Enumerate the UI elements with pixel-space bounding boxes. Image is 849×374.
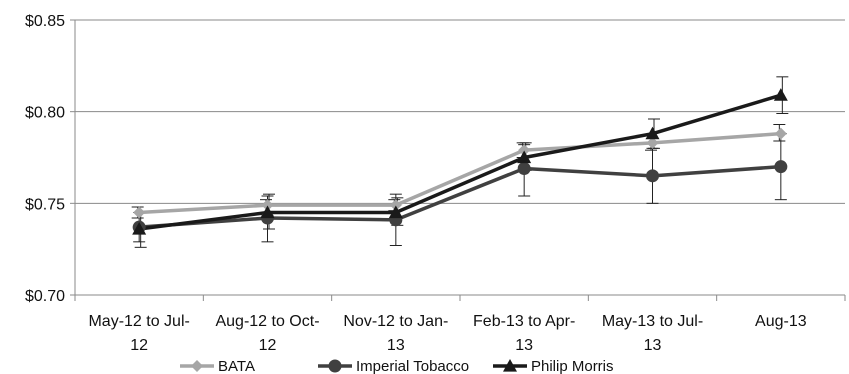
- x-tick-label-line: Feb-13 to Apr-: [473, 313, 575, 330]
- legend: BATA Imperial Tobacco Philip Morris: [180, 358, 614, 374]
- legend-swatch-marker-imperial-tobacco: [328, 359, 342, 373]
- legend-label-imperial-tobacco: Imperial Tobacco: [356, 358, 469, 374]
- x-tick-label-line: May-13 to Jul-: [602, 313, 703, 330]
- x-tick-label: Aug-13: [755, 313, 807, 330]
- data-point-imperial-tobacco: [774, 160, 788, 174]
- legend-label-philip-morris: Philip Morris: [531, 358, 614, 374]
- series-line-philip-morris: [138, 93, 782, 231]
- y-tick-label: $0.80: [25, 105, 65, 122]
- x-tick-label: Aug-12 to Oct- 12: [215, 313, 319, 354]
- data-point-bata: [774, 127, 787, 140]
- y-tick-label: $0.70: [25, 288, 65, 305]
- x-tick-label: Nov-12 to Jan- 13: [343, 313, 448, 354]
- y-tick-label: $0.85: [25, 13, 65, 30]
- x-tick-label: May-12 to Jul- 12: [88, 313, 189, 354]
- x-axis-ticks: May-12 to Jul- 12 Aug-12 to Oct- 12 Nov-12 t…: [74, 295, 846, 354]
- series-lines: [138, 93, 782, 231]
- gridlines: [75, 19, 845, 204]
- y-axis-ticks: $0.70 $0.75 $0.80 $0.85: [25, 13, 75, 305]
- legend-swatch-marker-philip-morris: [503, 359, 517, 372]
- legend-swatch-marker-bata: [191, 360, 203, 372]
- x-tick-label-line: 13: [644, 337, 662, 354]
- x-tick-label-line: Aug-12 to Oct-: [215, 313, 319, 330]
- x-tick-label-line: 13: [387, 337, 405, 354]
- x-tick-label-line: Aug-13: [755, 313, 807, 330]
- x-tick-label: May-13 to Jul- 13: [602, 313, 703, 354]
- legend-label-bata: BATA: [218, 358, 255, 374]
- x-tick-label-line: 12: [130, 337, 148, 354]
- data-point-bata: [389, 199, 402, 212]
- data-point-philip-morris: [260, 205, 275, 219]
- x-tick-label-line: Nov-12 to Jan-: [343, 313, 448, 330]
- x-tick-label-line: May-12 to Jul-: [88, 313, 189, 330]
- data-point-philip-morris: [517, 150, 532, 164]
- axes: [74, 20, 845, 296]
- x-tick-label: Feb-13 to Apr- 13: [473, 313, 575, 354]
- data-point-bata: [518, 144, 531, 157]
- series-line-bata: [139, 131, 781, 215]
- data-point-imperial-tobacco: [517, 162, 531, 175]
- data-point-philip-morris: [645, 126, 660, 140]
- x-tick-label-line: 12: [259, 337, 277, 354]
- x-tick-label-line: 13: [515, 337, 533, 354]
- data-point-imperial-tobacco: [646, 169, 659, 183]
- data-point-bata: [261, 199, 274, 212]
- series-line-imperial-tobacco: [139, 164, 781, 229]
- series-markers: [132, 88, 788, 235]
- y-tick-label: $0.75: [25, 196, 65, 213]
- data-point-bata: [646, 136, 659, 149]
- data-point-philip-morris: [388, 205, 403, 219]
- data-point-philip-morris: [132, 222, 147, 235]
- data-point-philip-morris: [773, 88, 788, 101]
- data-point-bata: [133, 206, 146, 219]
